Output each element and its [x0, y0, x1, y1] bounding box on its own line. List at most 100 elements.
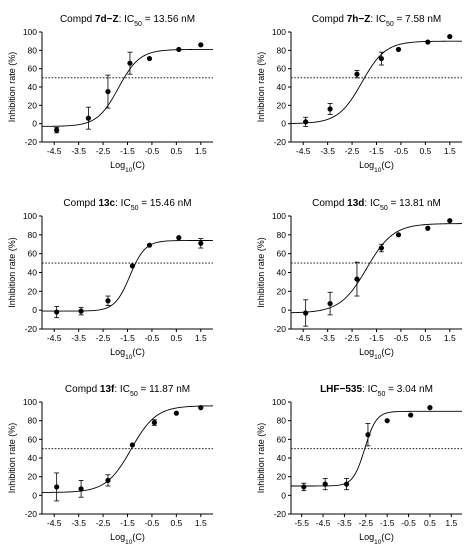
y-axis-label: Inhibition rate (%)	[7, 423, 17, 494]
y-tick-label: 20	[277, 472, 287, 482]
chart-title: Compd 13d: IC50 = 13.81 nM	[312, 198, 441, 212]
y-axis-label: Inhibition rate (%)	[7, 52, 17, 123]
data-point	[130, 442, 135, 447]
y-tick-label: -20	[25, 137, 38, 147]
y-tick-label: 20	[277, 100, 287, 110]
x-tick-label: 0.5	[424, 518, 436, 528]
x-tick-label: -4.5	[316, 518, 331, 528]
title-part: 50	[386, 21, 394, 28]
title-part: = 13.56 nM	[142, 14, 195, 25]
x-tick-label: -1.5	[120, 146, 135, 156]
data-point	[425, 39, 430, 44]
title-part: : IC	[115, 198, 131, 209]
data-point	[344, 482, 349, 487]
data-point	[176, 47, 181, 52]
x-axis-label: Log10(C)	[110, 532, 145, 546]
data-point	[354, 276, 359, 281]
data-point	[379, 245, 384, 250]
y-tick-label: 60	[277, 249, 287, 259]
x-tick-label: -4.5	[47, 333, 62, 343]
title-part: = 15.46 nM	[138, 198, 191, 209]
data-point	[127, 61, 132, 66]
x-tick-label: -2.5	[345, 333, 360, 343]
chart-panel-3: Compd 13c: IC50 = 15.46 nM-2002040608010…	[7, 198, 213, 361]
data-point	[86, 116, 91, 121]
title-part: : IC	[370, 14, 386, 25]
title-part: LHF−535	[320, 384, 362, 395]
y-tick-label: 0	[32, 305, 37, 315]
x-tick-label: 1.5	[195, 333, 207, 343]
x-tick-label: -3.5	[320, 333, 335, 343]
y-tick-label: 0	[32, 119, 37, 129]
data-point	[447, 218, 452, 223]
y-tick-label: -20	[274, 324, 287, 334]
data-point	[198, 42, 203, 47]
data-point	[323, 482, 328, 487]
title-part: 13d	[347, 198, 364, 209]
title-part: Compd	[65, 384, 100, 395]
chart-title: Compd 7h−Z: IC50 = 7.58 nM	[312, 14, 442, 28]
title-part: 50	[130, 391, 138, 398]
y-tick-label: 0	[281, 119, 286, 129]
y-tick-label: 40	[28, 82, 38, 92]
x-axis-label: Log10(C)	[110, 347, 145, 361]
y-tick-label: 100	[23, 397, 37, 407]
y-tick-label: 20	[28, 286, 38, 296]
data-point	[379, 56, 384, 61]
title-part: = 7.58 nM	[394, 14, 442, 25]
data-point	[385, 418, 390, 423]
fit-curve	[42, 406, 213, 493]
x-axis-label: Log10(C)	[359, 347, 394, 361]
y-tick-label: 100	[272, 397, 286, 407]
fit-curve	[291, 224, 462, 313]
x-tick-label: 1.5	[444, 333, 456, 343]
y-tick-label: 20	[28, 472, 38, 482]
y-tick-label: -20	[274, 509, 287, 519]
data-point	[147, 243, 152, 248]
data-point	[427, 405, 432, 410]
data-point	[147, 56, 152, 61]
y-axis-label: Inhibition rate (%)	[7, 237, 17, 308]
x-label-part: Log	[359, 347, 374, 357]
data-point	[303, 310, 308, 315]
x-label-part: (C)	[381, 160, 394, 170]
chart-panel-5: Compd 13f: IC50 = 11.87 nM-2002040608010…	[7, 384, 213, 546]
data-point	[105, 478, 110, 483]
title-part: Compd	[312, 14, 347, 25]
y-tick-label: -20	[25, 509, 38, 519]
y-axis-label: Inhibition rate (%)	[256, 52, 266, 123]
x-tick-label: -4.5	[47, 146, 62, 156]
x-tick-label: -2.5	[345, 146, 360, 156]
title-part: = 11.87 nM	[138, 384, 190, 395]
x-tick-label: -2.5	[96, 518, 111, 528]
fit-curve	[42, 49, 213, 126]
x-axis-label: Log10(C)	[110, 160, 145, 174]
x-tick-label: -3.5	[320, 146, 335, 156]
x-tick-label: -5.5	[294, 518, 309, 528]
x-tick-label: -0.5	[394, 146, 409, 156]
data-point	[365, 432, 370, 437]
y-tick-label: 0	[281, 305, 286, 315]
data-point	[408, 412, 413, 417]
y-tick-label: -20	[274, 137, 287, 147]
y-tick-label: 40	[28, 268, 38, 278]
data-point	[425, 226, 430, 231]
x-tick-label: -1.5	[380, 518, 395, 528]
data-point	[174, 411, 179, 416]
x-tick-label: 0.5	[170, 518, 182, 528]
data-point	[301, 484, 306, 489]
y-tick-label: 20	[28, 100, 38, 110]
chart-panel-1: Compd 7d−Z: IC50 = 13.56 nM-200204060801…	[7, 14, 213, 174]
y-tick-label: 80	[28, 416, 38, 426]
x-tick-label: 1.5	[195, 146, 207, 156]
y-tick-label: 100	[272, 27, 286, 37]
chart-title: LHF−535: IC50 = 3.04 nM	[320, 384, 433, 398]
x-tick-label: -3.5	[337, 518, 352, 528]
chart-title: Compd 13c: IC50 = 15.46 nM	[63, 198, 191, 212]
y-tick-label: 100	[23, 211, 37, 221]
title-part: Compd	[60, 14, 95, 25]
title-part: 50	[134, 21, 142, 28]
y-tick-label: 60	[28, 64, 38, 74]
y-tick-label: 80	[277, 230, 287, 240]
title-part: : IC	[119, 14, 135, 25]
